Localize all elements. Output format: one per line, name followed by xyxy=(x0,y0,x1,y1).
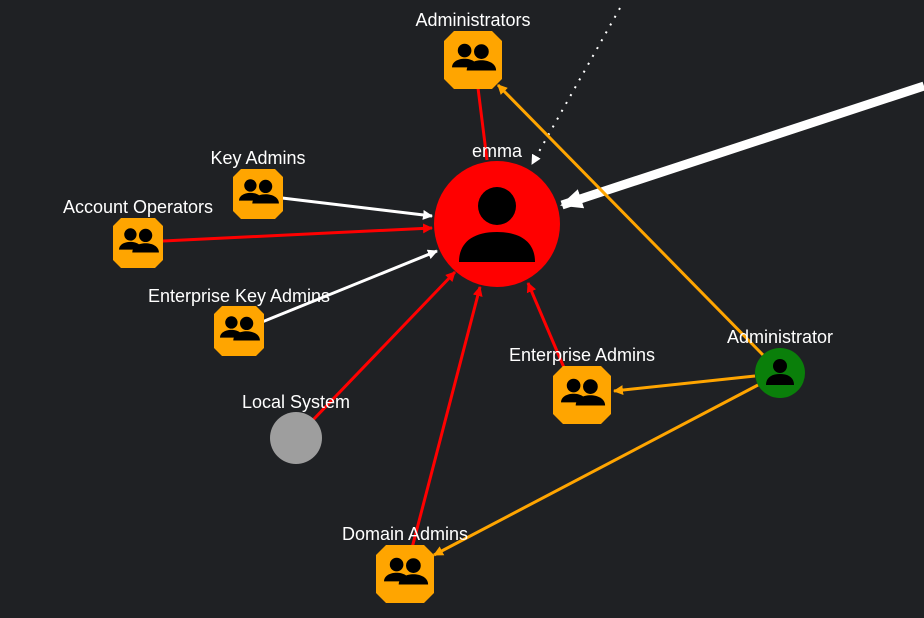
edge-administrator-administrators[interactable] xyxy=(496,83,765,357)
edge-key-admins-emma[interactable] xyxy=(281,196,433,220)
node-key-admins[interactable] xyxy=(233,169,283,219)
node-label-key-admins: Key Admins xyxy=(210,148,305,168)
edge-dotted-to-emma[interactable] xyxy=(531,7,621,165)
node-domain-admins[interactable] xyxy=(376,545,434,603)
node-label-administrator: Administrator xyxy=(727,327,833,347)
node-label-account-operators: Account Operators xyxy=(63,197,213,217)
node-administrators[interactable] xyxy=(444,31,502,89)
node-enterprise-admins[interactable] xyxy=(553,366,611,424)
node-account-operators[interactable] xyxy=(113,218,163,268)
edge-local-system-emma[interactable] xyxy=(310,270,457,423)
edge-offscreen-to-emma[interactable] xyxy=(560,81,924,210)
edge-administrator-domain-admins[interactable] xyxy=(433,383,759,557)
node-emma[interactable] xyxy=(434,161,560,287)
node-label-enterprise-admins: Enterprise Admins xyxy=(509,345,655,365)
node-local-system[interactable] xyxy=(270,412,322,464)
node-label-domain-admins: Domain Admins xyxy=(342,524,468,544)
node-label-emma: emma xyxy=(472,141,523,161)
node-administrator[interactable] xyxy=(755,348,805,398)
edge-enterprise-key-admins-emma[interactable] xyxy=(261,249,438,324)
user-icon xyxy=(459,187,535,262)
node-label-administrators: Administrators xyxy=(415,10,530,30)
edge-domain-admins-emma[interactable] xyxy=(410,286,483,549)
node-enterprise-key-admins[interactable] xyxy=(214,306,264,356)
edge-account-operators-emma[interactable] xyxy=(162,223,433,243)
edge-enterprise-admins-emma[interactable] xyxy=(526,282,567,371)
node-label-enterprise-key-admins: Enterprise Key Admins xyxy=(148,286,330,306)
node-label-local-system: Local System xyxy=(242,392,350,412)
user-icon xyxy=(766,359,794,385)
edge-administrator-enterprise-admins[interactable] xyxy=(613,374,756,396)
edge-administrators-emma[interactable] xyxy=(476,87,489,161)
